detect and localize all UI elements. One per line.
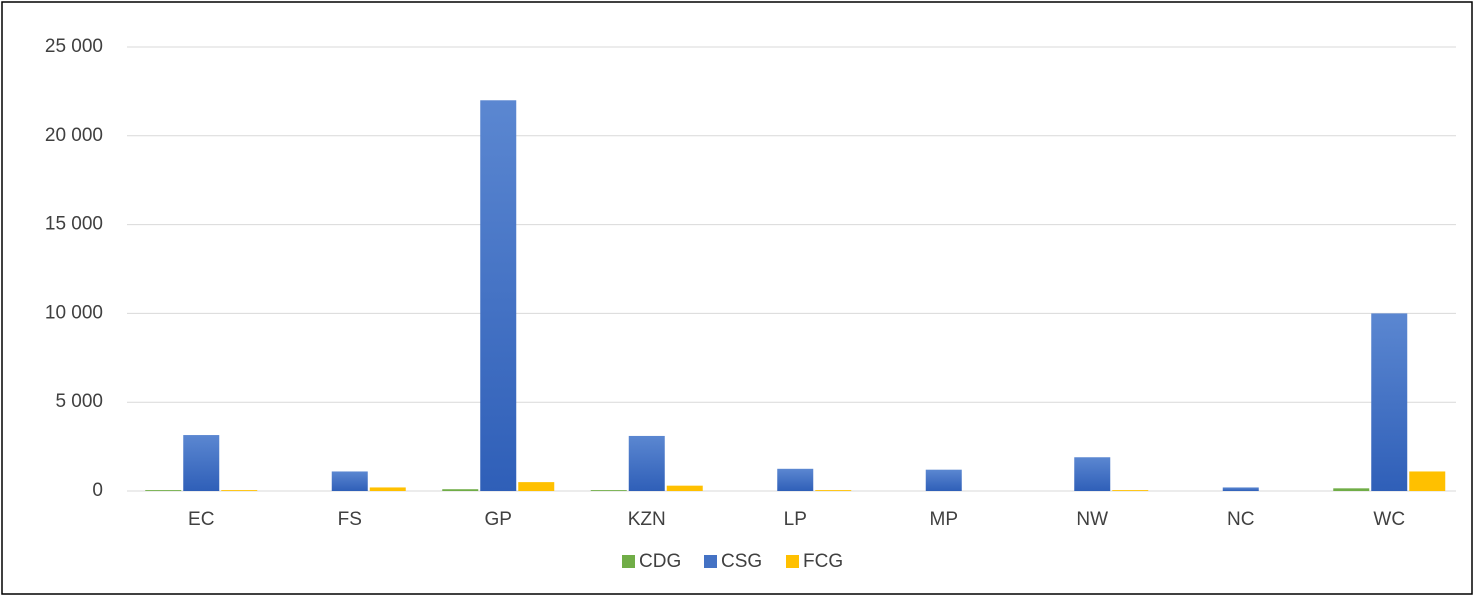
x-tick-label: WC: [1373, 509, 1405, 530]
bar: [1333, 488, 1370, 491]
bar: [145, 490, 182, 491]
y-tick-label: 5 000: [55, 391, 103, 412]
x-tick-label: MP: [930, 509, 959, 530]
legend-swatch: [704, 555, 717, 568]
bar: [480, 100, 517, 491]
legend-label: CSG: [721, 551, 762, 572]
bar: [628, 435, 665, 491]
bar: [1409, 471, 1446, 491]
x-tick-label: NW: [1076, 509, 1108, 530]
y-tick-label: 15 000: [45, 214, 103, 235]
x-tick-label: KZN: [628, 509, 666, 530]
bar: [815, 490, 852, 491]
x-tick-label: GP: [485, 509, 512, 530]
bar: [590, 490, 627, 491]
bar: [518, 482, 555, 491]
y-tick-label: 0: [92, 480, 103, 501]
y-tick-label: 10 000: [45, 302, 103, 323]
legend-label: FCG: [803, 551, 843, 572]
bar: [442, 489, 479, 491]
bar: [183, 435, 220, 491]
bar: [925, 469, 962, 491]
x-tick-label: FS: [338, 509, 362, 530]
bar: [1112, 490, 1149, 491]
x-tick-label: NC: [1227, 509, 1254, 530]
x-tick-label: LP: [784, 509, 807, 530]
bar: [221, 490, 258, 491]
bar: [1371, 313, 1408, 491]
legend-label: CDG: [639, 551, 681, 572]
y-tick-label: 25 000: [45, 36, 103, 57]
y-tick-label: 20 000: [45, 125, 103, 146]
bar: [1074, 457, 1111, 491]
bar: [666, 485, 703, 491]
bar: [331, 471, 368, 491]
legend-swatch: [786, 555, 799, 568]
bar: [1222, 487, 1259, 491]
legend-swatch: [622, 555, 635, 568]
bar: [777, 468, 814, 491]
bar: [369, 487, 406, 491]
x-tick-label: EC: [188, 509, 214, 530]
